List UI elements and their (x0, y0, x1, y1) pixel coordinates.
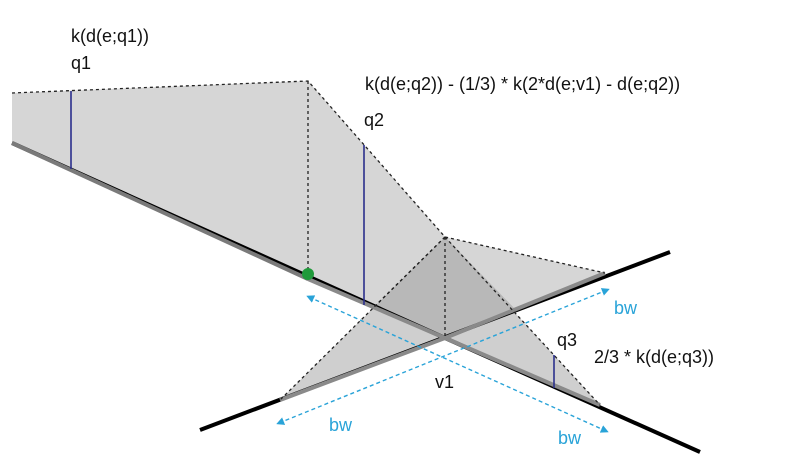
kernel-region-left (12, 81, 445, 338)
label-bw-bottom: bw (558, 428, 582, 448)
road-highlight-far-left (11, 141, 309, 281)
label-kernel-q3: 2/3 * k(d(e;q3)) (594, 347, 714, 367)
label-q3: q3 (557, 330, 577, 350)
label-kernel-q2: k(d(e;q2)) - (1/3) * k(2*d(e;v1) - d(e;q… (365, 74, 680, 94)
label-q2: q2 (364, 110, 384, 130)
label-q1: q1 (71, 53, 91, 73)
label-v1: v1 (435, 372, 454, 392)
label-bw-left: bw (329, 415, 353, 435)
label-bw-right: bw (614, 298, 638, 318)
bw-arrow-left (276, 288, 610, 425)
event-point (302, 268, 314, 280)
label-kernel-q1: k(d(e;q1)) (71, 26, 149, 46)
bandwidth-arrows (276, 288, 610, 433)
